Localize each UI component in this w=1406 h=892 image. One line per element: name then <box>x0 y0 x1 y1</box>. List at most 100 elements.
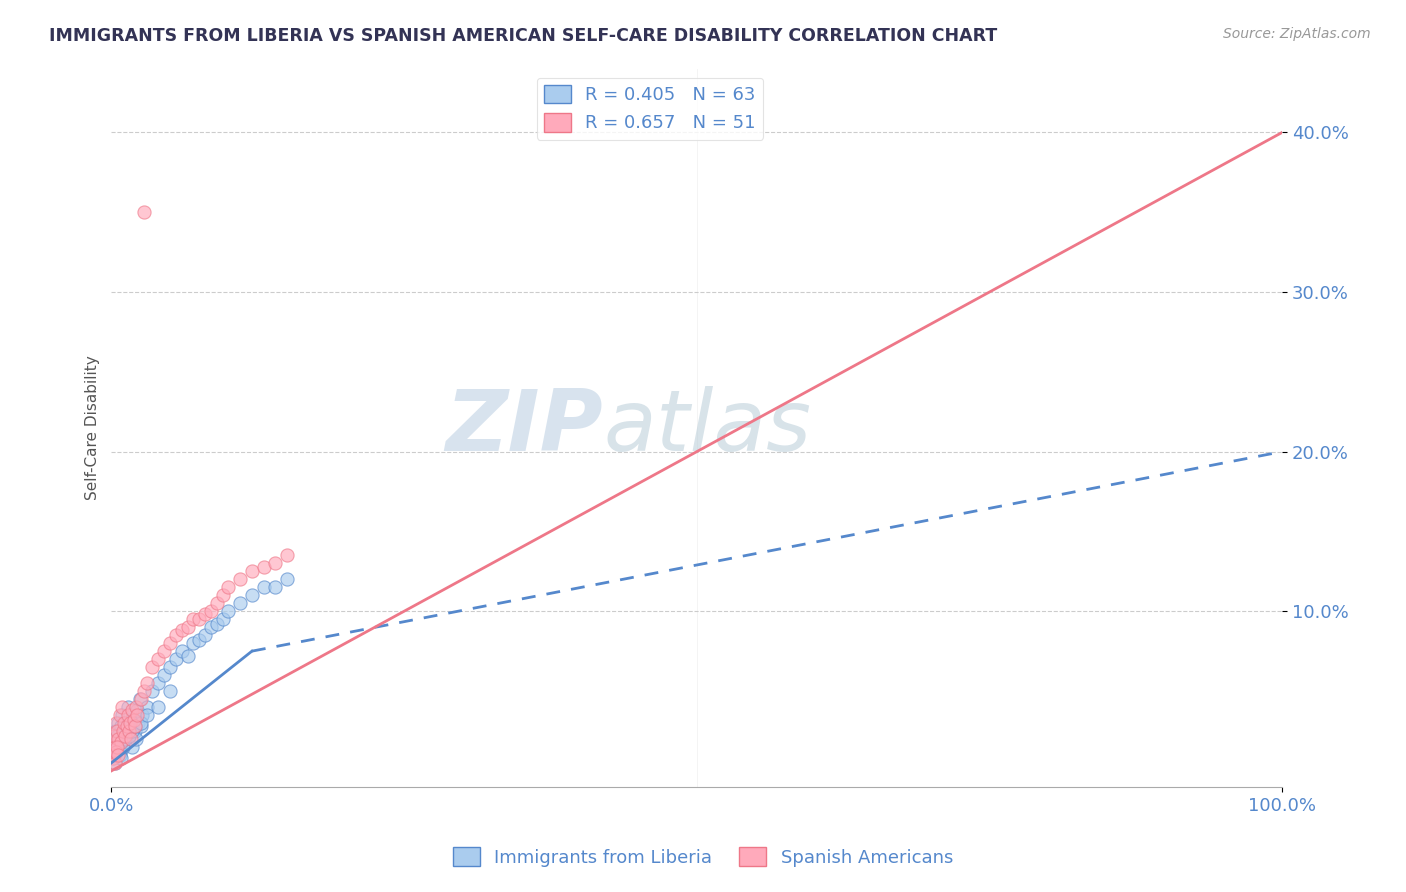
Point <box>115 735 138 749</box>
Point <box>194 607 217 622</box>
Point <box>127 703 149 717</box>
Point <box>101 751 124 765</box>
Point <box>101 735 124 749</box>
Point <box>103 739 125 754</box>
Point <box>159 684 181 698</box>
Point <box>264 557 287 571</box>
Point <box>240 565 263 579</box>
Point <box>124 719 146 733</box>
Point <box>108 745 131 759</box>
Point <box>229 596 252 610</box>
Point <box>121 703 143 717</box>
Point <box>111 708 134 723</box>
Point <box>124 723 146 738</box>
Legend: Immigrants from Liberia, Spanish Americans: Immigrants from Liberia, Spanish America… <box>446 840 960 874</box>
Point <box>101 731 124 746</box>
Point <box>108 708 131 723</box>
Point <box>129 716 152 731</box>
Point <box>170 644 193 658</box>
Point <box>110 719 132 733</box>
Point <box>252 580 274 594</box>
Point <box>114 731 136 746</box>
Point <box>188 632 211 647</box>
Point <box>148 676 170 690</box>
Point <box>200 620 222 634</box>
Point <box>240 588 263 602</box>
Y-axis label: Self-Care Disability: Self-Care Disability <box>86 355 100 500</box>
Point <box>105 735 128 749</box>
Point <box>125 731 148 746</box>
Text: atlas: atlas <box>603 386 811 469</box>
Point <box>103 747 125 762</box>
Point <box>120 716 142 731</box>
Point <box>211 612 233 626</box>
Point <box>218 580 240 594</box>
Point <box>112 731 135 746</box>
Point <box>124 719 146 733</box>
Point <box>276 549 298 563</box>
Point <box>112 716 135 731</box>
Point <box>104 756 127 770</box>
Point <box>128 692 150 706</box>
Point <box>264 580 287 594</box>
Point <box>117 708 139 723</box>
Point <box>129 719 152 733</box>
Point <box>118 729 141 743</box>
Point <box>276 572 298 586</box>
Point <box>127 716 149 731</box>
Point <box>125 700 148 714</box>
Point <box>134 205 156 219</box>
Point <box>129 692 152 706</box>
Point <box>107 735 129 749</box>
Point <box>118 729 141 743</box>
Point <box>105 729 128 743</box>
Point <box>252 559 274 574</box>
Point <box>200 604 222 618</box>
Point <box>122 713 145 727</box>
Point <box>103 747 125 762</box>
Point <box>165 628 187 642</box>
Point <box>159 636 181 650</box>
Point <box>176 620 198 634</box>
Point <box>205 617 228 632</box>
Point <box>111 700 134 714</box>
Point <box>153 668 176 682</box>
Point <box>114 729 136 743</box>
Point <box>120 719 142 733</box>
Point <box>205 596 228 610</box>
Point <box>153 644 176 658</box>
Point <box>120 731 142 746</box>
Text: Source: ZipAtlas.com: Source: ZipAtlas.com <box>1223 27 1371 41</box>
Text: ZIP: ZIP <box>446 386 603 469</box>
Point <box>229 572 252 586</box>
Point <box>108 747 131 762</box>
Point <box>122 713 145 727</box>
Point <box>117 700 139 714</box>
Point <box>101 751 124 765</box>
Point <box>112 739 135 754</box>
Point <box>114 716 136 731</box>
Point <box>105 745 128 759</box>
Point <box>105 745 128 759</box>
Text: IMMIGRANTS FROM LIBERIA VS SPANISH AMERICAN SELF-CARE DISABILITY CORRELATION CHA: IMMIGRANTS FROM LIBERIA VS SPANISH AMERI… <box>49 27 997 45</box>
Point <box>115 719 138 733</box>
Point <box>134 684 156 698</box>
Point <box>141 684 163 698</box>
Point <box>105 739 128 754</box>
Point <box>120 708 142 723</box>
Point <box>105 739 128 754</box>
Point <box>104 739 127 754</box>
Point <box>105 716 128 731</box>
Point <box>107 731 129 746</box>
Legend: R = 0.405   N = 63, R = 0.657   N = 51: R = 0.405 N = 63, R = 0.657 N = 51 <box>537 78 763 140</box>
Point <box>121 723 143 738</box>
Point <box>183 636 205 650</box>
Point <box>105 723 128 738</box>
Point <box>110 735 132 749</box>
Point <box>183 612 205 626</box>
Point <box>218 604 240 618</box>
Point <box>104 723 127 738</box>
Point <box>148 652 170 666</box>
Point <box>135 676 157 690</box>
Point <box>141 660 163 674</box>
